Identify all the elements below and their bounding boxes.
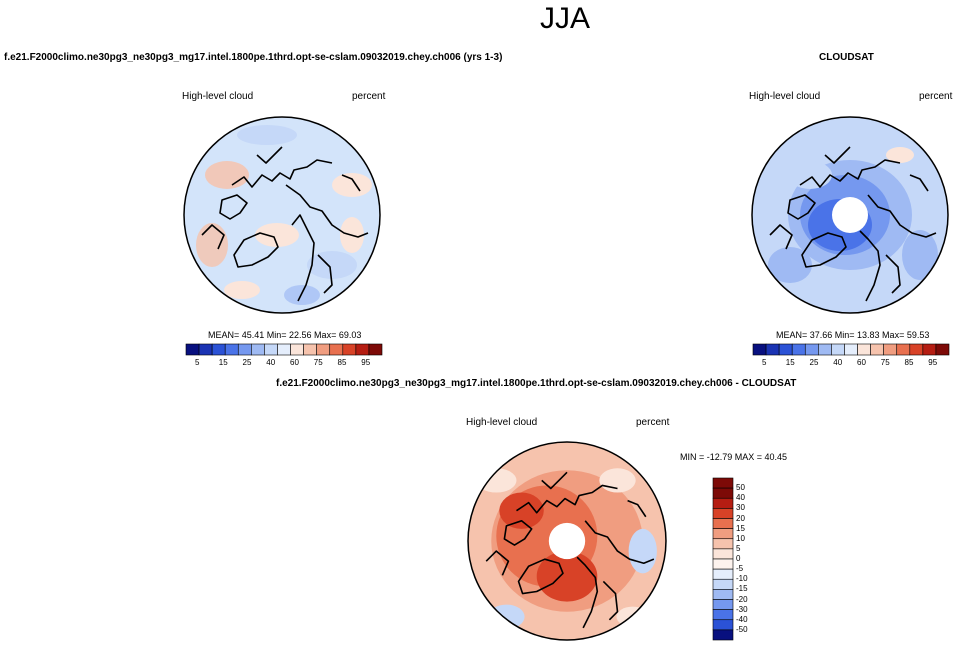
obs-colorbar-tick-label: 85 — [904, 358, 914, 367]
model-colorbar-tick-label: 40 — [266, 358, 276, 367]
diff-stats: MIN = -12.79 MAX = 40.45 — [680, 452, 788, 462]
diff-colorbar-tick-label: 40 — [736, 493, 745, 503]
diff-colorbar-cell — [712, 568, 734, 580]
obs-colorbar-cell — [857, 343, 871, 356]
diff-colorbar-tick-label: 10 — [736, 533, 745, 543]
obs-units-label: percent — [919, 91, 953, 102]
model-colorbar-tick-label: 60 — [290, 358, 299, 367]
diff-colorbar — [712, 477, 734, 641]
obs-colorbar-cell — [870, 343, 884, 356]
diff-colorbar-cell — [712, 599, 734, 610]
model-stats: MEAN= 45.41 Min= 22.56 Max= 69.03 — [208, 330, 362, 340]
diff-colorbar-cell — [712, 609, 734, 621]
obs-colorbar-cell — [935, 343, 950, 356]
obs-colorbar-cell — [896, 343, 911, 356]
diff-colorbar-cell — [712, 548, 734, 560]
model-colorbar-tick-label: 95 — [361, 358, 371, 367]
diff-colorbar-tick-label: -50 — [736, 624, 748, 634]
obs-colorbar-tick-label: 5 — [762, 358, 767, 367]
model-colorbar-cell — [211, 343, 226, 356]
diff-colorbar-tick-label: 30 — [736, 503, 745, 513]
model-colorbar-cell — [224, 343, 239, 356]
model-case-title: f.e21.F2000climo.ne30pg3_ne30pg3_mg17.in… — [4, 52, 503, 63]
diff-colorbar-cell — [712, 508, 734, 519]
model-colorbar-cell — [329, 343, 344, 356]
obs-colorbar-tick-label: 25 — [809, 358, 819, 367]
obs-variable-label: High-level cloud — [749, 91, 821, 102]
obs-colorbar-tick-label: 60 — [857, 358, 866, 367]
diff-variable-label: High-level cloud — [466, 417, 538, 428]
model-colorbar — [185, 343, 383, 356]
diff-colorbar-cell — [712, 497, 734, 509]
diff-colorbar-cell — [712, 619, 734, 631]
model-colorbar-cell — [303, 343, 317, 356]
diff-colorbar-tick-label: 0 — [736, 554, 741, 563]
diff-colorbar-cell — [712, 589, 734, 600]
obs-colorbar-cell — [831, 343, 845, 356]
obs-colorbar-cell — [844, 343, 858, 356]
model-colorbar-cell — [290, 343, 304, 356]
diff-colorbar-tick-label: -30 — [736, 604, 748, 614]
diff-colorbar-cell — [712, 538, 734, 550]
obs-colorbar-cell — [791, 343, 806, 356]
diff-colorbar-tick-label: 15 — [736, 523, 745, 533]
model-colorbar-tick-label: 5 — [195, 358, 200, 367]
diff-colorbar-tick-label: -20 — [736, 594, 748, 604]
model-units-label: percent — [352, 91, 386, 102]
model-colorbar-cell — [251, 343, 265, 356]
diff-colorbar-cell — [712, 558, 734, 570]
diff-case-title: f.e21.F2000climo.ne30pg3_ne30pg3_mg17.in… — [276, 378, 797, 389]
model-colorbar-cell — [237, 343, 252, 356]
obs-colorbar-cell — [778, 343, 793, 356]
obs-colorbar — [752, 343, 950, 356]
diff-colorbar-tick-label: -10 — [736, 574, 748, 584]
model-colorbar-cell — [342, 343, 357, 356]
model-colorbar-cell — [368, 343, 383, 356]
obs-colorbar-cell — [883, 343, 898, 356]
model-colorbar-cell — [316, 343, 331, 356]
obs-case-title: CLOUDSAT — [819, 52, 874, 63]
obs-colorbar-cell — [818, 343, 832, 356]
diff-units-label: percent — [636, 417, 670, 428]
obs-stats: MEAN= 37.66 Min= 13.83 Max= 59.53 — [776, 330, 930, 340]
model-colorbar-tick-label: 85 — [337, 358, 347, 367]
diff-colorbar-cell — [712, 518, 734, 529]
model-colorbar-cell — [277, 343, 291, 356]
diff-colorbar-tick-label: -15 — [736, 584, 748, 594]
model-colorbar-labels: 5 15 25 40 60 75 85 95 — [186, 358, 382, 370]
diff-colorbar-tick-label: -5 — [736, 564, 744, 574]
model-colorbar-tick-label: 25 — [242, 358, 252, 367]
model-colorbar-cell — [355, 343, 370, 356]
diff-polar-map — [467, 441, 667, 641]
model-polar-map — [183, 116, 381, 314]
diff-colorbar-cell — [712, 629, 734, 641]
obs-colorbar-tick-label: 15 — [785, 358, 795, 367]
obs-polar-map — [751, 116, 949, 314]
diff-colorbar-cell — [712, 528, 734, 540]
page-title: JJA — [539, 2, 590, 35]
diff-colorbar-tick-label: 5 — [736, 543, 741, 553]
diff-colorbar-tick-label: 20 — [736, 513, 745, 523]
obs-colorbar-tick-label: 75 — [880, 358, 890, 367]
model-colorbar-cell — [264, 343, 278, 356]
diff-colorbar-tick-label: 50 — [736, 483, 745, 493]
diff-colorbar-cell — [712, 487, 734, 499]
obs-colorbar-cell — [765, 343, 780, 356]
diff-colorbar-labels: 50 40 30 20 15 10 5 0 -5 -10 -15 -20 -30 -40 -50 — [736, 478, 766, 640]
obs-colorbar-labels: 5 15 25 40 60 75 85 95 — [753, 358, 949, 370]
model-colorbar-tick-label: 15 — [218, 358, 228, 367]
model-colorbar-cell — [185, 343, 200, 356]
obs-colorbar-cell — [752, 343, 767, 356]
obs-colorbar-tick-label: 40 — [833, 358, 843, 367]
diff-colorbar-tick-label: -40 — [736, 614, 748, 624]
obs-colorbar-cell — [804, 343, 819, 356]
obs-colorbar-cell — [922, 343, 937, 356]
obs-colorbar-tick-label: 95 — [928, 358, 938, 367]
diff-colorbar-cell — [712, 578, 734, 590]
obs-colorbar-cell — [909, 343, 924, 356]
model-colorbar-tick-label: 75 — [313, 358, 323, 367]
diff-colorbar-cell — [712, 477, 734, 489]
model-colorbar-cell — [198, 343, 213, 356]
model-variable-label: High-level cloud — [182, 91, 254, 102]
